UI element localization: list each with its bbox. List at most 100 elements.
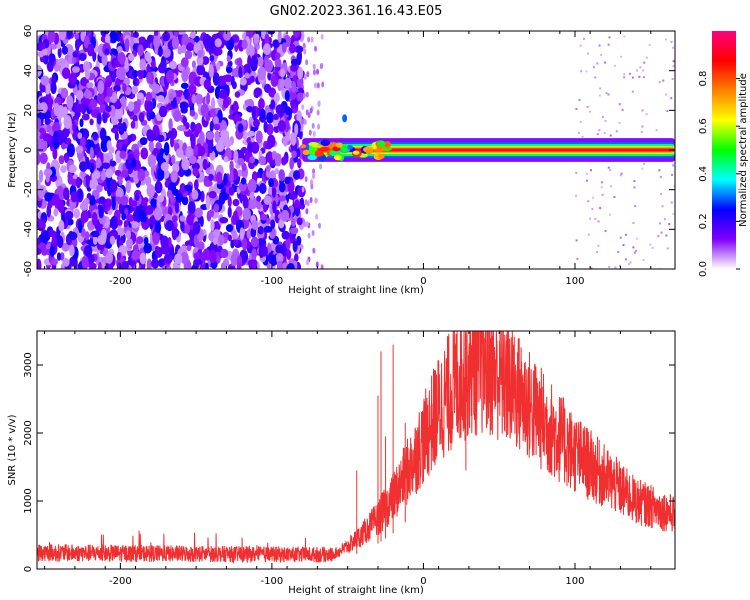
heatmap-cell — [281, 42, 287, 54]
heatmap-cell — [284, 90, 290, 102]
heatmap-cell — [583, 37, 586, 40]
heatmap-cell — [190, 136, 196, 150]
heatmap-cell — [641, 125, 644, 128]
heatmap-cell — [265, 218, 272, 225]
heatmap-cell — [310, 36, 314, 43]
heatmap-cell — [68, 73, 77, 85]
heatmap-cell — [180, 251, 189, 265]
heatmap-cell — [151, 83, 161, 94]
heatmap-cell — [84, 231, 90, 241]
heatmap-cell — [613, 195, 616, 198]
spectrogram-x-ticks: -200 -100 0 100 — [44, 31, 652, 287]
heatmap-cell — [45, 82, 51, 95]
snr-x-axis-label: Height of straight line (km) — [288, 585, 424, 596]
heatmap-cell — [592, 66, 595, 69]
heatmap-cell — [213, 220, 221, 232]
heatmap-cell — [116, 45, 123, 53]
heatmap-cell — [236, 169, 244, 177]
heatmap-cell — [154, 221, 162, 234]
heatmap-cell — [249, 75, 255, 83]
heatmap-cell — [41, 249, 48, 256]
heatmap-cell — [638, 75, 641, 78]
heatmap-cell — [272, 113, 280, 121]
heatmap-cell — [600, 186, 603, 189]
heatmap-cell — [62, 257, 70, 267]
heatmap-cell — [189, 109, 196, 117]
heatmap-cell — [672, 46, 675, 49]
heatmap-cell — [666, 247, 669, 250]
heatmap-cell — [301, 118, 305, 125]
heatmap-cell — [145, 176, 152, 187]
heatmap-cell — [660, 231, 663, 234]
heatmap-cell — [303, 221, 307, 228]
y-tick-label: 40 — [23, 64, 34, 77]
heatmap-cell — [623, 35, 626, 38]
heatmap-cell — [657, 235, 660, 238]
heatmap-cell — [194, 207, 203, 218]
heatmap-cell — [146, 258, 152, 269]
heatmap-cell — [596, 251, 599, 254]
heatmap-cell — [227, 265, 235, 269]
heatmap-cell — [150, 198, 157, 208]
heatmap-cell — [598, 94, 601, 97]
heatmap-cell — [277, 31, 282, 44]
heatmap-cell — [239, 227, 245, 241]
heatmap-cell — [642, 76, 645, 79]
heatmap-cell — [263, 120, 268, 133]
heatmap-cell — [193, 145, 199, 156]
heatmap-cell — [291, 81, 297, 93]
heatmap-cell — [666, 110, 669, 113]
heatmap-cell — [132, 78, 138, 86]
heatmap-cell — [597, 244, 600, 247]
heatmap-cell — [98, 196, 106, 205]
heatmap-cell — [292, 240, 298, 253]
heatmap-cell — [316, 109, 320, 116]
heatmap-cell — [608, 265, 611, 268]
heatmap-cell — [48, 53, 56, 63]
heatmap-cell — [286, 263, 295, 269]
signal-band-cell — [377, 140, 386, 147]
heatmap-cell — [305, 208, 309, 215]
heatmap-cell — [263, 195, 272, 205]
x-tick-label: 100 — [565, 576, 584, 587]
heatmap-cell — [628, 72, 631, 75]
heatmap-cell — [649, 243, 652, 246]
heatmap-cell — [619, 264, 622, 267]
heatmap-cell — [79, 136, 86, 148]
heatmap-cell — [174, 253, 183, 265]
heatmap-cell — [304, 199, 308, 206]
heatmap-cell — [232, 210, 239, 223]
heatmap-cell — [309, 196, 313, 203]
heatmap-cell — [156, 167, 165, 181]
heatmap-cell — [81, 113, 90, 121]
heatmap-cell — [126, 214, 135, 222]
heatmap-cell — [101, 153, 111, 166]
heatmap-cell — [37, 104, 42, 112]
heatmap-cell — [251, 248, 257, 261]
heatmap-cell — [280, 209, 290, 222]
y-tick-label: 20 — [23, 104, 34, 117]
heatmap-cell — [625, 233, 628, 236]
heatmap-cell — [104, 79, 112, 88]
heatmap-cell — [37, 258, 42, 269]
heatmap-cell — [290, 217, 296, 227]
heatmap-cell — [299, 197, 305, 206]
heatmap-cell — [294, 199, 300, 209]
heatmap-cell — [240, 177, 247, 185]
heatmap-cell — [605, 92, 608, 95]
heatmap-cell — [266, 112, 274, 124]
heatmap-cell — [631, 90, 634, 93]
heatmap-cell — [200, 252, 207, 264]
heatmap-cell — [199, 215, 204, 228]
heatmap-cell — [242, 131, 248, 140]
y-tick-label: -60 — [23, 261, 34, 277]
heatmap-cell — [618, 121, 621, 124]
heatmap-cell — [651, 246, 654, 249]
heatmap-cell — [153, 35, 161, 49]
heatmap-cell — [214, 38, 222, 48]
heatmap-cell — [152, 124, 160, 137]
heatmap-cell — [236, 57, 243, 67]
heatmap-cell — [185, 148, 192, 158]
heatmap-cell — [670, 201, 673, 204]
y-tick-label: 2000 — [23, 420, 34, 445]
